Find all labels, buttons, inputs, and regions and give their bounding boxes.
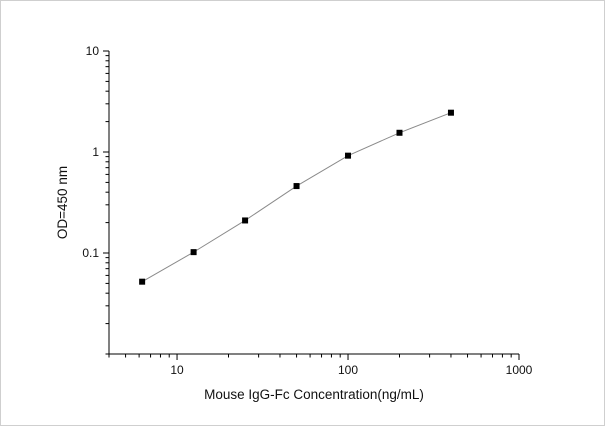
chart-axes: [103, 50, 520, 360]
y-axis-ticks: [103, 50, 109, 355]
series-line: [141, 112, 452, 283]
data-point: [345, 152, 352, 159]
y-tick-label: 1: [92, 145, 99, 159]
data-point: [396, 129, 403, 136]
data-point: [242, 217, 249, 224]
y-tick-label: 0.1: [82, 246, 99, 260]
y-tick-label: 10: [86, 44, 100, 58]
x-axis-title: Mouse IgG-Fc Concentration(ng/mL): [204, 387, 424, 402]
x-tick-label: 100: [338, 363, 358, 377]
series-points: [139, 109, 454, 285]
tick-labels: 10 100 1000 0.1 1 10: [82, 44, 532, 377]
data-point: [293, 183, 300, 190]
x-tick-label: 1000: [506, 363, 533, 377]
y-axis-title: OD=450 nm: [55, 166, 70, 239]
data-point: [447, 109, 454, 116]
data-point: [139, 278, 146, 285]
x-axis-ticks: [108, 354, 520, 360]
data-point: [190, 249, 197, 256]
x-tick-label: 10: [170, 363, 184, 377]
